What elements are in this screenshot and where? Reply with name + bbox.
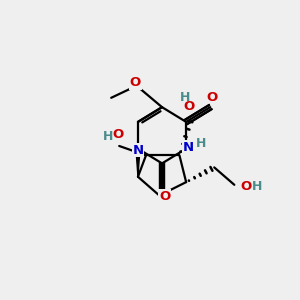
Text: H: H bbox=[252, 180, 262, 193]
Text: O: O bbox=[159, 190, 170, 202]
Text: O: O bbox=[158, 192, 169, 205]
Text: H: H bbox=[103, 130, 113, 143]
Text: O: O bbox=[206, 91, 217, 104]
Text: O: O bbox=[112, 128, 124, 141]
Text: H: H bbox=[196, 137, 206, 150]
Text: N: N bbox=[183, 141, 194, 154]
Text: N: N bbox=[132, 143, 143, 157]
Text: O: O bbox=[240, 180, 251, 193]
Polygon shape bbox=[136, 149, 140, 177]
Text: O: O bbox=[130, 76, 141, 89]
Text: H: H bbox=[180, 92, 190, 104]
Text: O: O bbox=[183, 100, 194, 113]
